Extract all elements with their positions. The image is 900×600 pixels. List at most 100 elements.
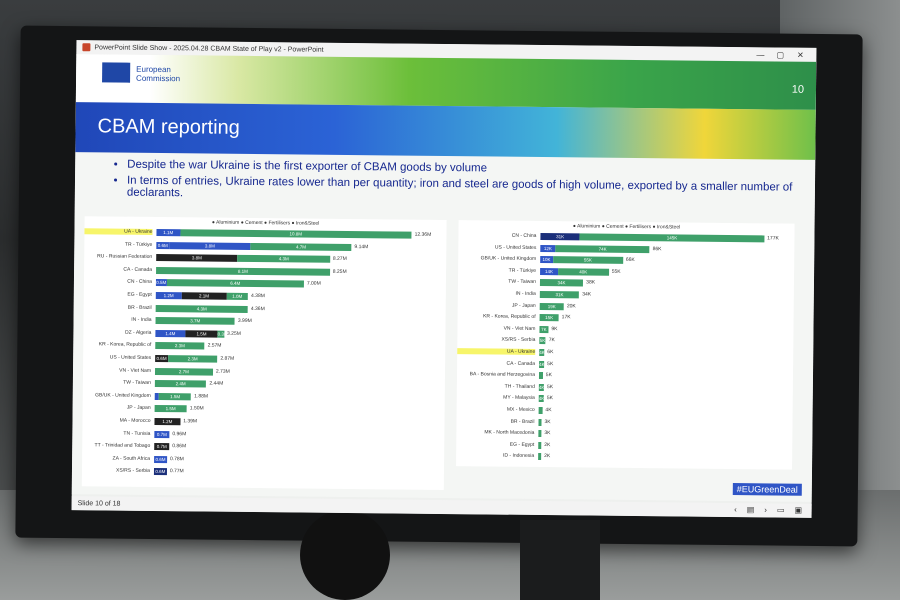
row-label: JP - Japan (511, 302, 536, 309)
bar-total: 1.50M (189, 405, 204, 412)
bar-segment: 1.0M (226, 292, 249, 300)
bar-total: 3K (544, 418, 551, 425)
row-label: CA - Canada (506, 360, 536, 367)
bar-row: 4K (538, 395, 544, 403)
bar-row: 1.5M (154, 392, 192, 401)
bar-segment: 1.1M (156, 228, 181, 237)
reading-view-icon[interactable]: ▣ (794, 505, 803, 515)
bar-segment (538, 372, 543, 380)
bar-total: 12.36M (414, 231, 432, 238)
bar-segment: 0.6M (153, 468, 167, 476)
bar-segment: 3.7M (155, 317, 235, 325)
row-label: BR - Brazil (127, 304, 152, 311)
bar-row (538, 418, 542, 426)
bar-row: 31K 145K (540, 233, 765, 243)
bar-row: 4K (539, 360, 545, 368)
bar-total: 5K (545, 372, 552, 379)
bar-row: 3.7M (155, 317, 235, 325)
bar-segment: 2.3M (155, 342, 205, 350)
bar-row (538, 372, 543, 380)
row-label: KR - Korea, Republic of (483, 313, 536, 321)
bar-total: 2K (544, 453, 551, 460)
slide-page-number: 10 (791, 83, 805, 96)
bar-total: 4.36M (250, 305, 265, 312)
org-line-1: European (136, 64, 171, 75)
bar-row: 34K (539, 279, 584, 287)
bar-total: 0.77M (169, 468, 184, 475)
normal-view-icon[interactable]: ▭ (776, 505, 785, 515)
bar-segment: 10K (540, 256, 553, 264)
row-label: RU - Russian Federation (97, 253, 153, 261)
bar-row: 0.7M (154, 443, 170, 451)
bar-total: 1.88M (194, 393, 209, 400)
bar-row: 12K 74K (540, 244, 650, 253)
row-label: UA - Ukraine (457, 348, 536, 355)
chart-legend-left: ● Aluminium ● Cement ● Fertilisers ● Iro… (211, 219, 320, 227)
bar-segment: 0.6M (154, 455, 167, 463)
bar-total: 2.57M (207, 342, 222, 350)
row-label: US - United States (109, 354, 152, 361)
row-label: MY - Malaysia (503, 395, 535, 402)
bar-row: 2.3M (155, 342, 205, 350)
bar-segment: 3.8M (156, 254, 238, 263)
next-slide-icon[interactable]: › (764, 505, 768, 515)
hashtag: #EUGreenDeal (732, 483, 802, 496)
bar-row: 1.1M 10.8M (156, 228, 412, 239)
bar-segment: 1.4M (155, 329, 186, 338)
bar-row: 10K 55K (540, 256, 623, 265)
bar-segment: 0.3M (217, 330, 225, 338)
row-label: KR - Korea, Republic of (98, 341, 152, 349)
bar-row: 2.4M (154, 380, 207, 388)
bar-segment: 0.5M (155, 279, 167, 287)
chart-quantity: ● Aluminium ● Cement ● Fertilisers ● Iro… (81, 216, 447, 491)
prev-slide-icon[interactable]: ‹ (734, 505, 737, 515)
slide-title: CBAM reporting (97, 115, 240, 139)
bar-segment: 3.8M (169, 241, 251, 250)
bar-total: 3.99M (237, 318, 252, 325)
row-label: BA - Bosnia and Herzegovina (469, 371, 536, 379)
bar-row: 0.6M 2.3M (155, 354, 218, 363)
bar-segment (538, 453, 542, 461)
row-label: ZA - South Africa (112, 455, 151, 462)
bar-segment: 2.1M (181, 292, 227, 300)
monitor-stand (520, 520, 600, 600)
bar-segment: 1.5M (154, 405, 187, 413)
bar-total: 55K (611, 268, 621, 275)
bar-total: 5K (546, 395, 553, 402)
bar-segment: 4K (538, 395, 544, 403)
bar-row: 0.5M 6.4M (155, 279, 304, 288)
row-label: GB/UK - United Kingdom (95, 392, 151, 399)
bar-row: 2.7M (154, 367, 213, 376)
minimize-button[interactable]: — (756, 49, 765, 59)
bar-total: 86K (652, 245, 662, 252)
bar-segment: 14K (540, 267, 558, 275)
bar-segment: 1.5M (159, 392, 192, 401)
close-button[interactable]: ✕ (796, 50, 804, 60)
bar-row: 3.8M 4.3M (156, 254, 330, 263)
bar-segment: 55K (552, 256, 623, 265)
bar-segment: 7K (539, 325, 549, 333)
row-label: TT - Trinidad and Tobago (94, 442, 151, 450)
slide-sorter-icon[interactable]: ▤ (746, 505, 755, 515)
row-label: TR - Türkiye (124, 241, 153, 248)
bar-segment (538, 441, 542, 449)
chart-entries: ● Aluminium ● Cement ● Fertilisers ● Iro… (456, 220, 795, 470)
bar-segment: 0.6M (155, 354, 169, 363)
bar-segment: 31K (539, 291, 580, 299)
row-label: UA - Ukraine (84, 228, 153, 235)
bar-total: 0.86M (172, 443, 187, 450)
maximize-button[interactable]: ▢ (776, 49, 785, 60)
bar-total: 177K (767, 235, 779, 242)
bar-segment: 40K (557, 267, 609, 276)
bar-row: 1.5M (154, 405, 187, 413)
header-gradient (75, 54, 817, 110)
row-label: TH - Thailand (504, 383, 535, 390)
bar-row: 14K 40K (540, 267, 609, 276)
bar-total: 4K (545, 407, 552, 414)
row-label: TN - Tunisia (123, 430, 151, 437)
bar-segment: 4.3M (237, 255, 330, 263)
bar-segment: 34K (539, 279, 584, 287)
bullet-2: In terms of entries, Ukraine rates lower… (127, 175, 803, 206)
bar-row: 15K (539, 314, 559, 322)
bar-segment: 19K (539, 302, 564, 310)
